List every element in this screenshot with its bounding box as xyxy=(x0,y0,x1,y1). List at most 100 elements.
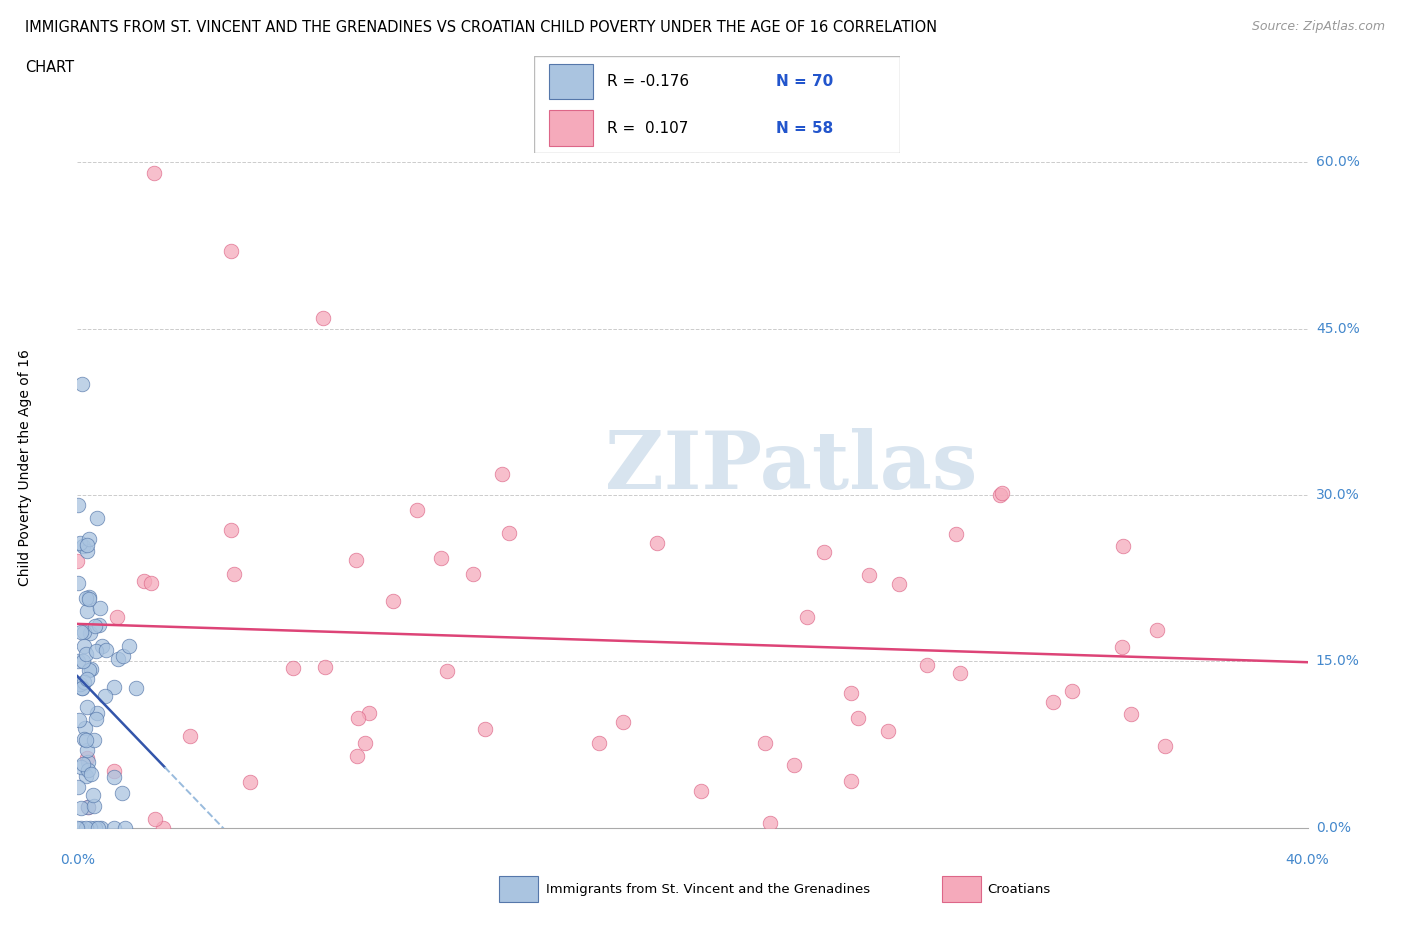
Point xyxy=(839,774,862,789)
Point xyxy=(67,779,90,794)
Point xyxy=(347,711,370,725)
Point xyxy=(75,769,97,784)
Point xyxy=(75,820,97,835)
Point xyxy=(103,820,125,835)
Text: R = -0.176: R = -0.176 xyxy=(607,73,689,88)
Point xyxy=(103,769,125,784)
FancyBboxPatch shape xyxy=(548,63,593,99)
Point xyxy=(690,783,713,798)
Point xyxy=(73,674,96,689)
Point xyxy=(219,523,242,538)
Text: 15.0%: 15.0% xyxy=(1316,655,1360,669)
Point xyxy=(846,711,869,725)
Point xyxy=(75,733,97,748)
Point xyxy=(77,662,100,677)
Point xyxy=(76,743,98,758)
Point xyxy=(949,666,972,681)
Point xyxy=(70,820,93,835)
Point xyxy=(76,751,98,765)
Point xyxy=(945,526,967,541)
Point xyxy=(77,755,100,770)
Text: CHART: CHART xyxy=(25,60,75,75)
Point xyxy=(406,502,429,517)
Text: 30.0%: 30.0% xyxy=(1316,488,1360,502)
Text: 0.0%: 0.0% xyxy=(1316,820,1351,835)
Point xyxy=(796,609,818,624)
Point xyxy=(72,681,94,696)
Point xyxy=(66,554,89,569)
Point xyxy=(72,757,94,772)
Point xyxy=(143,811,166,826)
Point xyxy=(1060,684,1083,698)
Text: N = 58: N = 58 xyxy=(776,121,832,136)
Point xyxy=(83,799,105,814)
Point xyxy=(73,638,96,653)
Point xyxy=(82,787,104,802)
Point xyxy=(73,732,96,747)
Point xyxy=(612,714,634,729)
Point xyxy=(887,577,910,591)
Point xyxy=(1153,738,1175,753)
Text: Croatians: Croatians xyxy=(987,883,1050,896)
Point xyxy=(281,660,304,675)
Point xyxy=(219,244,242,259)
Point xyxy=(125,681,148,696)
Point xyxy=(105,609,128,624)
Point xyxy=(84,711,107,726)
Point xyxy=(73,624,96,639)
Point xyxy=(988,487,1011,502)
Point xyxy=(83,733,105,748)
Point xyxy=(1042,694,1064,709)
Point xyxy=(77,590,100,604)
Point xyxy=(77,800,100,815)
Point xyxy=(73,721,96,736)
Point xyxy=(858,567,880,582)
Point xyxy=(132,574,155,589)
Point xyxy=(645,536,668,551)
Point xyxy=(70,681,93,696)
Point xyxy=(357,706,380,721)
Point xyxy=(114,820,136,835)
Point xyxy=(91,638,114,653)
Point xyxy=(783,758,806,773)
Text: 40.0%: 40.0% xyxy=(1285,853,1330,867)
Point xyxy=(72,538,94,553)
FancyBboxPatch shape xyxy=(548,111,593,146)
Point xyxy=(70,759,93,774)
Point xyxy=(76,538,98,552)
Text: Immigrants from St. Vincent and the Grenadines: Immigrants from St. Vincent and the Gren… xyxy=(546,883,870,896)
Point xyxy=(77,591,100,606)
Point xyxy=(103,764,125,779)
Point xyxy=(346,749,368,764)
Point xyxy=(461,566,484,581)
Point xyxy=(87,820,110,835)
Point xyxy=(839,685,862,700)
Point xyxy=(77,800,100,815)
Point xyxy=(70,377,93,392)
Point xyxy=(1111,538,1133,553)
Point xyxy=(143,166,166,181)
Point xyxy=(112,648,135,663)
Point xyxy=(70,625,93,640)
Text: Source: ZipAtlas.com: Source: ZipAtlas.com xyxy=(1251,20,1385,33)
Point xyxy=(474,722,496,737)
Point xyxy=(76,543,98,558)
Point xyxy=(69,677,91,692)
Point xyxy=(86,706,108,721)
Point xyxy=(76,671,98,686)
Point xyxy=(67,576,90,591)
Point xyxy=(72,654,94,669)
Point xyxy=(67,712,90,727)
Point xyxy=(588,736,610,751)
Point xyxy=(876,724,898,738)
Point xyxy=(67,498,90,512)
Point xyxy=(1146,622,1168,637)
Text: N = 70: N = 70 xyxy=(776,73,832,88)
Point xyxy=(86,644,108,658)
Point xyxy=(70,801,93,816)
Point xyxy=(76,763,98,777)
FancyBboxPatch shape xyxy=(534,56,900,153)
Point xyxy=(75,646,97,661)
Point xyxy=(754,736,776,751)
Point xyxy=(381,594,404,609)
